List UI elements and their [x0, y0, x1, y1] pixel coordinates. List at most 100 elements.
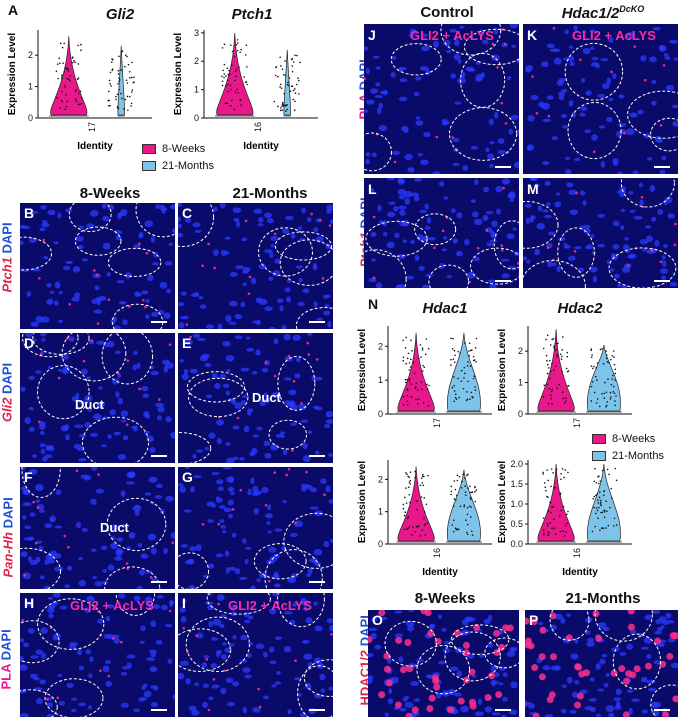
- nucleus: [284, 377, 292, 381]
- nucleus: [71, 697, 78, 701]
- nucleus: [228, 321, 237, 325]
- nucleus: [262, 651, 268, 658]
- data-point: [450, 364, 452, 366]
- data-point: [107, 99, 110, 102]
- legend-8weeks: 8-Weeks: [142, 143, 205, 155]
- nucleus: [642, 247, 647, 252]
- nucleus: [216, 479, 224, 485]
- data-point: [614, 372, 617, 375]
- nucleus: [220, 614, 227, 619]
- signal-dot: [138, 387, 141, 391]
- data-point: [130, 105, 132, 107]
- nucleus: [491, 712, 501, 716]
- nucleus: [424, 273, 434, 277]
- data-point: [551, 402, 553, 405]
- signal-dot: [457, 697, 465, 705]
- nucleus: [26, 601, 32, 607]
- nucleus: [220, 687, 227, 695]
- x-axis-label: Identity: [77, 141, 113, 152]
- data-point: [451, 386, 454, 389]
- nucleus: [140, 625, 146, 632]
- data-point: [602, 363, 605, 365]
- data-point: [593, 365, 595, 368]
- nucleus: [622, 244, 630, 251]
- nucleus: [477, 698, 483, 706]
- data-point: [611, 497, 613, 499]
- data-point: [423, 517, 425, 520]
- data-point: [281, 105, 283, 107]
- nucleus: [126, 654, 136, 659]
- data-point: [558, 514, 561, 517]
- nucleus: [105, 680, 113, 687]
- legend-8weeks-label: 8-Weeks: [162, 143, 206, 155]
- nucleus: [650, 701, 659, 709]
- nucleus: [122, 435, 129, 441]
- data-point: [404, 511, 407, 514]
- nucleus: [641, 709, 649, 714]
- nucleus: [491, 54, 500, 62]
- nucleus: [205, 324, 215, 329]
- nucleus: [225, 355, 235, 362]
- nucleus: [528, 702, 535, 709]
- nucleus: [551, 136, 559, 141]
- nucleus: [394, 232, 400, 238]
- signal-dot: [565, 634, 573, 642]
- legend-swatch-8weeks-n: [592, 434, 606, 444]
- data-point: [450, 485, 453, 488]
- data-point: [549, 344, 552, 346]
- nucleus: [217, 323, 223, 329]
- violin-8-weeks: [537, 329, 575, 412]
- nucleus: [34, 484, 44, 491]
- data-point: [561, 391, 564, 393]
- data-point: [285, 110, 287, 112]
- data-point: [422, 402, 425, 404]
- nucleus: [170, 431, 175, 439]
- nucleus: [198, 295, 204, 300]
- nucleus: [393, 206, 399, 212]
- data-point: [221, 75, 223, 78]
- nucleus: [297, 226, 303, 230]
- data-point: [557, 342, 559, 345]
- nucleus: [194, 682, 200, 687]
- data-point: [414, 530, 416, 533]
- nucleus: [648, 687, 657, 692]
- nucleus: [488, 614, 493, 621]
- data-point: [426, 383, 428, 386]
- data-point: [597, 475, 599, 478]
- data-point: [289, 90, 292, 93]
- nucleus: [90, 498, 97, 505]
- data-point: [608, 473, 610, 476]
- nucleus: [399, 707, 407, 712]
- nucleus: [408, 610, 415, 613]
- signal-dot: [217, 522, 221, 526]
- data-point: [420, 477, 423, 480]
- nucleus: [546, 201, 551, 207]
- signal-dot: [364, 77, 366, 80]
- data-point: [294, 54, 296, 57]
- signal-dot: [119, 640, 123, 644]
- nucleus: [41, 222, 50, 228]
- nucleus: [75, 235, 84, 242]
- data-point: [408, 476, 411, 479]
- signal-dot: [111, 637, 115, 640]
- nucleus: [204, 446, 210, 451]
- data-point: [462, 473, 464, 476]
- data-point: [222, 69, 224, 72]
- signal-dot: [32, 500, 35, 504]
- data-point: [221, 80, 224, 83]
- nucleus: [156, 415, 162, 421]
- data-point: [406, 517, 409, 520]
- nucleus: [474, 711, 484, 717]
- nucleus: [95, 296, 102, 302]
- title-hdac-dcko: Hdac1/2DcKO: [561, 4, 645, 22]
- data-point: [613, 363, 616, 366]
- nucleus: [226, 702, 235, 707]
- signal-dot: [171, 541, 174, 545]
- nucleus: [81, 527, 88, 532]
- nucleus: [183, 509, 192, 513]
- data-point: [601, 393, 603, 395]
- legend-swatch-21months-n: [592, 451, 606, 461]
- title-8weeks-left: 8-Weeks: [79, 185, 141, 202]
